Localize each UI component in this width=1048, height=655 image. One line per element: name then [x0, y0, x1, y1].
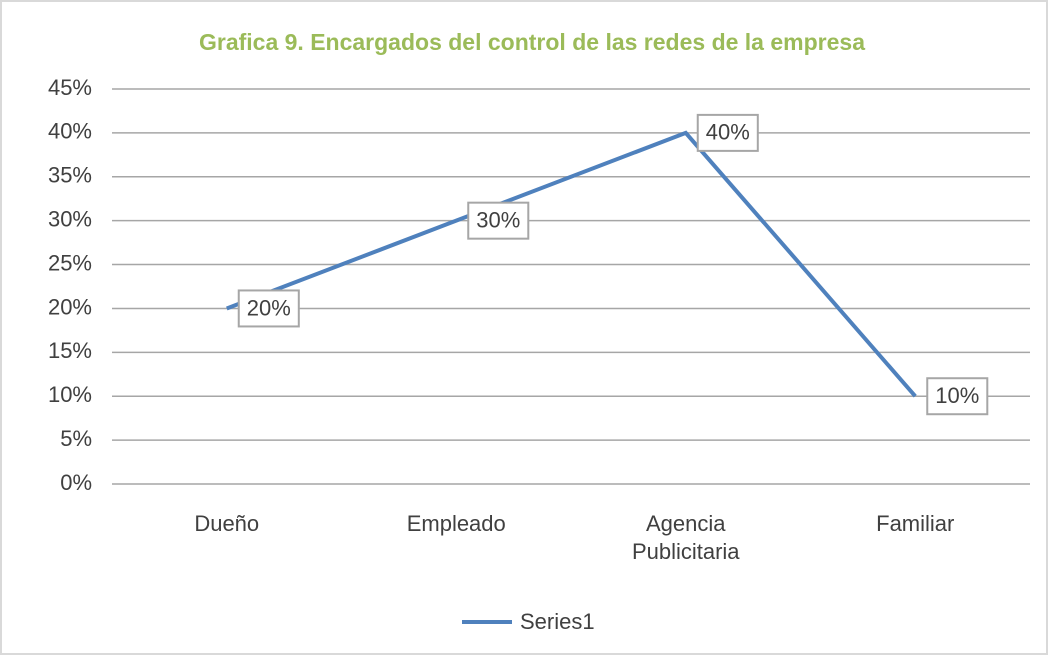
- y-tick-label: 40%: [48, 119, 92, 144]
- data-label: 40%: [706, 120, 750, 145]
- y-tick-label: 20%: [48, 294, 92, 319]
- data-label: 20%: [247, 295, 291, 320]
- data-label-box: [237, 289, 300, 328]
- y-tick-label: 15%: [48, 338, 92, 363]
- y-tick-label: 45%: [48, 75, 92, 100]
- series-line: [226, 130, 917, 398]
- y-tick-label: 30%: [48, 206, 92, 231]
- y-tick-label: 0%: [60, 470, 92, 495]
- y-tick-label: 10%: [48, 382, 92, 407]
- data-label: 30%: [476, 207, 520, 232]
- x-tick-label: Familiar: [876, 511, 955, 536]
- chart-title: Grafica 9. Encargados del control de las…: [199, 29, 865, 55]
- x-tick-label: Agencia Publicitaria: [631, 511, 740, 564]
- y-tick-label: 5%: [60, 426, 92, 451]
- x-tick-label: Empleado: [406, 511, 506, 536]
- legend-label: Series1: [520, 609, 595, 634]
- data-label-box: [926, 377, 989, 416]
- data-label-box: [467, 201, 530, 240]
- x-tick-label: Dueño: [194, 511, 260, 536]
- data-label-box: [696, 113, 759, 152]
- y-tick-label: 25%: [48, 250, 92, 275]
- data-label: 10%: [935, 383, 979, 408]
- y-tick-label: 35%: [48, 163, 92, 188]
